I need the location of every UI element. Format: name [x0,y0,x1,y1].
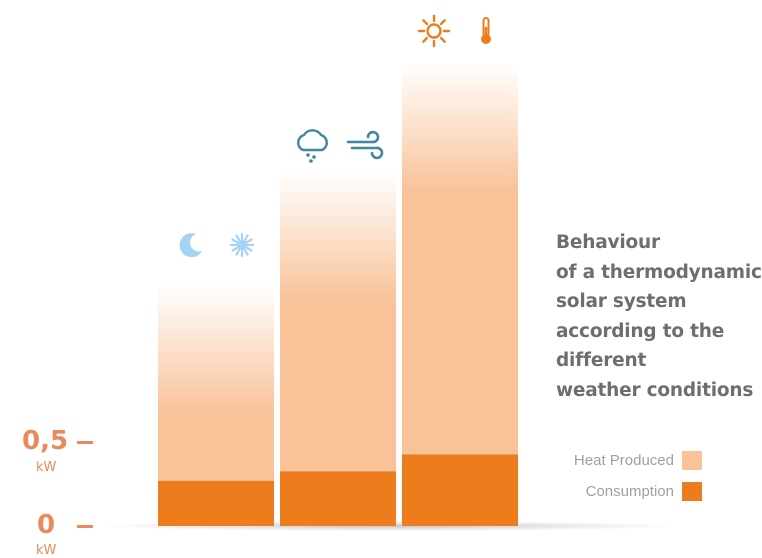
y-tick-unit-mid: kW [36,460,57,475]
legend-label-consumption: Consumption [585,483,674,500]
sun-icon [417,14,451,48]
y-tick-unit-zero: kW [36,543,57,558]
legend-label-heat-produced: Heat Produced [573,452,674,469]
bar-heat-produced [402,192,518,455]
y-tick-dash-zero [77,525,93,528]
moon-icon [179,233,202,258]
y-tick-label-zero: 0 [37,510,56,540]
bars-layer [158,62,518,526]
bar-consumption [402,454,518,526]
chart-title-line: Behaviour [556,232,660,253]
chart-title-line: of a thermodynamic [556,261,762,283]
rain-cloud-icon [297,129,328,163]
chart-title-line: according to the [556,320,725,342]
legend-item-heat-produced: Heat Produced [520,451,710,471]
y-tick-dash-mid [77,441,93,444]
bar-heat-produced [158,414,274,481]
legend-swatch-heat-produced [682,451,702,470]
bar-heat-produced-fade [280,171,396,302]
wind-icon [346,130,384,160]
chart-title-line: solar system [556,291,687,312]
bar-heat-produced-fade [402,62,518,192]
snowflake-icon [229,232,255,258]
legend-swatch-consumption [682,482,702,501]
chart-title-line: weather conditions [556,379,754,401]
icons-layer [179,14,491,258]
bar-heat-produced [280,301,396,472]
chart-title: Behaviour of a thermodynamic solar syste… [556,228,762,405]
bar-consumption [158,480,274,526]
bar-heat-produced-fade [158,284,274,415]
thermometer-icon [481,17,491,44]
bar-consumption [280,471,396,526]
chart-title-line: different [556,350,647,371]
y-tick-label-mid: 0,5 [22,426,69,456]
legend-item-consumption: Consumption [520,482,710,502]
